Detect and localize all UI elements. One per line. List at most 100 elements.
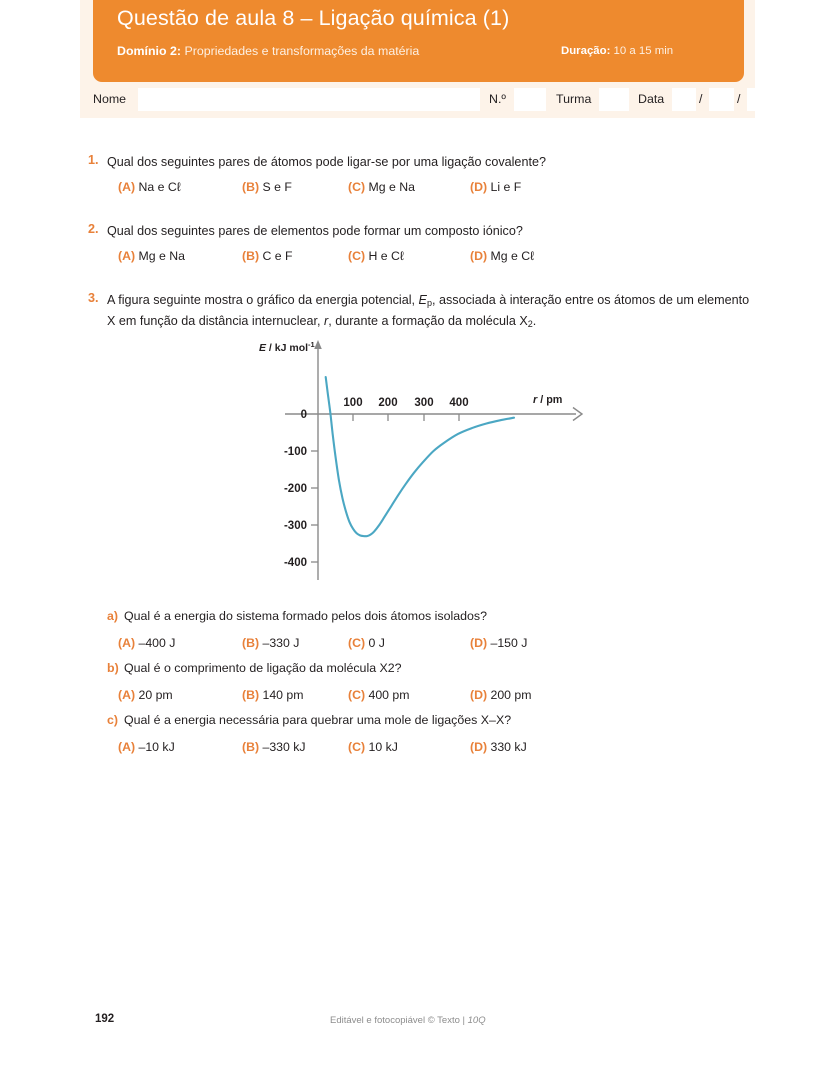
option-key: (C)	[348, 688, 366, 702]
x-tick-label-0: 100	[343, 397, 362, 409]
question-3c-option-a[interactable]: (A) –10 kJ	[118, 740, 175, 754]
question-3b-letter: b)	[107, 661, 119, 675]
header-domain: Domínio 2: Propriedades e transformações…	[117, 44, 419, 58]
question-3c-option-c[interactable]: (C) 10 kJ	[348, 740, 398, 754]
question-3a-letter: a)	[107, 609, 119, 623]
option-label: 330 kJ	[490, 740, 527, 754]
option-key: (A)	[118, 740, 136, 754]
option-label: Mg e Na	[138, 249, 185, 263]
x-axis-arrow	[572, 406, 584, 422]
question-3a-options: (A) –400 J (B) –330 J (C) 0 J (D) –150 J	[0, 636, 828, 654]
question-3b-text: Qual é o comprimento de ligação da moléc…	[124, 661, 402, 675]
question-2-option-a[interactable]: (A) Mg e Na	[118, 249, 185, 263]
question-3a-option-c[interactable]: (C) 0 J	[348, 636, 385, 650]
q3-line2-b: , durante a formação da molécula X	[328, 313, 528, 328]
question-3b-option-c[interactable]: (C) 400 pm	[348, 688, 410, 702]
question-3a-option-a[interactable]: (A) –400 J	[118, 636, 175, 650]
option-key: (D)	[470, 180, 488, 194]
q3-line2-a: elemento X em função da distância intern…	[107, 293, 750, 328]
option-label: –10 kJ	[138, 740, 175, 754]
option-key: (C)	[348, 636, 366, 650]
question-2-option-c[interactable]: (C) H e Cℓ	[348, 249, 404, 263]
question-3a-text: Qual é a energia do sistema formado pelo…	[124, 609, 487, 623]
q3-symbol-E: E	[418, 293, 427, 307]
option-key: (C)	[348, 740, 366, 754]
question-3-number: 3.	[88, 291, 99, 305]
question-3b-option-d[interactable]: (D) 200 pm	[470, 688, 532, 702]
question-1-option-d[interactable]: (D) Li e F	[470, 180, 521, 194]
option-label: –400 J	[138, 636, 176, 650]
option-label: S e F	[262, 180, 292, 194]
header-duration: Duração: 10 a 15 min	[561, 45, 673, 57]
question-1-number: 1.	[88, 153, 99, 167]
data-day-input[interactable]	[672, 88, 696, 111]
y-tick-label-4: -400	[284, 557, 307, 569]
question-1-option-b[interactable]: (B) S e F	[242, 180, 292, 194]
data-year-input[interactable]	[747, 88, 773, 111]
option-label: Na e Cℓ	[138, 180, 181, 194]
numero-input[interactable]	[514, 88, 546, 111]
data-month-input[interactable]	[709, 88, 734, 111]
question-3c-option-b[interactable]: (B) –330 kJ	[242, 740, 306, 754]
x-tick-marks	[352, 414, 460, 421]
option-label: 140 pm	[262, 688, 304, 702]
q3-symbol-r: r	[324, 313, 329, 328]
question-3c-text: Qual é a energia necessária para quebrar…	[124, 713, 512, 727]
data-slash-2: /	[737, 92, 741, 106]
question-3b-options: (A) 20 pm (B) 140 pm (C) 400 pm (D) 200 …	[0, 688, 828, 706]
question-2-option-d[interactable]: (D) Mg e Cℓ	[470, 249, 534, 263]
x-axis-title-var: r	[533, 394, 538, 406]
q3-symbol-X-sub: 2	[527, 318, 533, 329]
option-label: C e F	[262, 249, 293, 263]
y-axis-title-unit: / kJ mol	[266, 342, 308, 354]
footer-copyright: Editável e fotocopiável © Texto | 10Q	[330, 1015, 486, 1026]
question-2-option-b[interactable]: (B) C e F	[242, 249, 293, 263]
question-1-text: Qual dos seguintes pares de átomos pode …	[107, 155, 546, 169]
x-tick-label-1: 200	[378, 397, 397, 409]
option-key: (D)	[470, 636, 488, 650]
option-key: (B)	[242, 180, 260, 194]
header-orange-block: Questão de aula 8 – Ligação química (1) …	[93, 0, 744, 82]
question-3b-option-a[interactable]: (A) 20 pm	[118, 688, 173, 702]
option-key: (D)	[470, 249, 488, 263]
footer-page-number: 192	[95, 1013, 115, 1025]
y-axis-title-exp: -1	[308, 340, 315, 349]
option-key: (B)	[242, 636, 260, 650]
footer-copyright-text: Editável e fotocopiável © Texto |	[330, 1015, 468, 1026]
option-label: H e Cℓ	[368, 249, 404, 263]
y-tick-marks	[311, 450, 318, 563]
footer-edition: 10Q	[467, 1015, 486, 1026]
data-slash-1: /	[699, 92, 703, 106]
question-3c-option-d[interactable]: (D) 330 kJ	[470, 740, 527, 754]
turma-input[interactable]	[599, 88, 629, 111]
question-1-option-c[interactable]: (C) Mg e Na	[348, 180, 415, 194]
page-title: Questão de aula 8 – Ligação química (1)	[117, 6, 510, 30]
option-label: 10 kJ	[368, 740, 398, 754]
option-key: (A)	[118, 249, 136, 263]
question-2-text: Qual dos seguintes pares de elementos po…	[107, 224, 523, 238]
question-3b-option-b[interactable]: (B) 140 pm	[242, 688, 304, 702]
option-label: Mg e Na	[368, 180, 415, 194]
question-3a-option-d[interactable]: (D) –150 J	[470, 636, 527, 650]
question-3c-letter: c)	[107, 713, 119, 727]
turma-label: Turma	[556, 92, 592, 106]
x-tick-label-3: 400	[449, 397, 468, 409]
option-label: Mg e Cℓ	[490, 249, 535, 263]
question-1-option-a[interactable]: (A) Na e Cℓ	[118, 180, 181, 194]
option-key: (C)	[348, 180, 366, 194]
question-3a-option-b[interactable]: (B) –330 J	[242, 636, 299, 650]
option-label: –330 kJ	[262, 740, 306, 754]
header-domain-text: Propriedades e transformações da matéria	[181, 44, 420, 58]
x-tick-label-2: 300	[414, 397, 433, 409]
potential-energy-chart: 100 200 300 400 0 -100 -200 -300 -400 E …	[245, 335, 595, 590]
option-key: (B)	[242, 740, 260, 754]
nome-label: Nome	[93, 92, 127, 106]
nome-input[interactable]	[138, 88, 480, 111]
option-key: (D)	[470, 740, 488, 754]
y-axis-title: E / kJ mol-1	[259, 340, 315, 355]
student-info-row: Nome N.º Turma Data / /	[80, 88, 773, 112]
option-key: (D)	[470, 688, 488, 702]
page-header: Questão de aula 8 – Ligação química (1) …	[80, 0, 773, 118]
question-1-options: (A) Na e Cℓ (B) S e F (C) Mg e Na (D) Li…	[0, 180, 828, 198]
option-label: 200 pm	[490, 688, 532, 702]
